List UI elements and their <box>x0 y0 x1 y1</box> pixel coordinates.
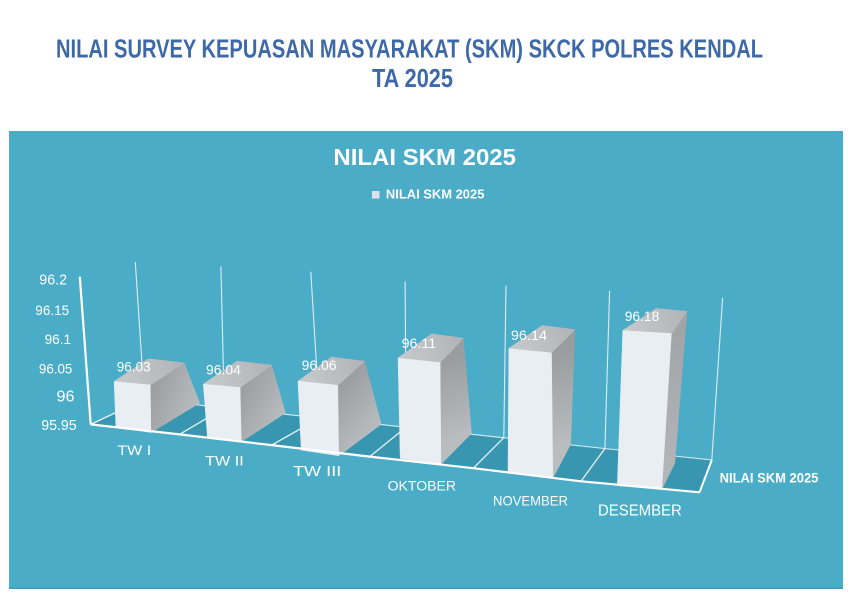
svg-text:TW II: TW II <box>205 453 244 469</box>
svg-text:OKTOBER: OKTOBER <box>388 479 457 495</box>
svg-text:NOVEMBER: NOVEMBER <box>493 492 568 508</box>
svg-text:TW III: TW III <box>293 464 341 480</box>
svg-text:96.14: 96.14 <box>511 327 547 343</box>
svg-text:96.15: 96.15 <box>35 303 69 319</box>
svg-text:TA 2025: TA 2025 <box>372 63 453 93</box>
svg-text:96.11: 96.11 <box>402 335 437 351</box>
svg-text:96: 96 <box>57 389 75 406</box>
svg-text:TW I: TW I <box>117 442 151 458</box>
svg-text:NILAI SKM 2025: NILAI SKM 2025 <box>386 188 485 202</box>
svg-text:96.05: 96.05 <box>39 361 73 377</box>
svg-text:DESEMBER: DESEMBER <box>598 503 682 520</box>
svg-text:96.03: 96.03 <box>117 359 151 375</box>
svg-text:95.95: 95.95 <box>41 417 77 434</box>
svg-text:NILAI SKM 2025: NILAI SKM 2025 <box>333 144 516 170</box>
svg-text:96.06: 96.06 <box>302 357 337 373</box>
svg-text:NILAI SURVEY KEPUASAN MASYARAK: NILAI SURVEY KEPUASAN MASYARAKAT (SKM) S… <box>56 34 763 64</box>
svg-text:96.04: 96.04 <box>206 362 241 378</box>
svg-text:96.2: 96.2 <box>39 272 67 288</box>
svg-text:NILAI SKM 2025: NILAI SKM 2025 <box>720 470 819 486</box>
svg-text:96.18: 96.18 <box>625 308 660 324</box>
svg-text:96.1: 96.1 <box>45 332 72 348</box>
